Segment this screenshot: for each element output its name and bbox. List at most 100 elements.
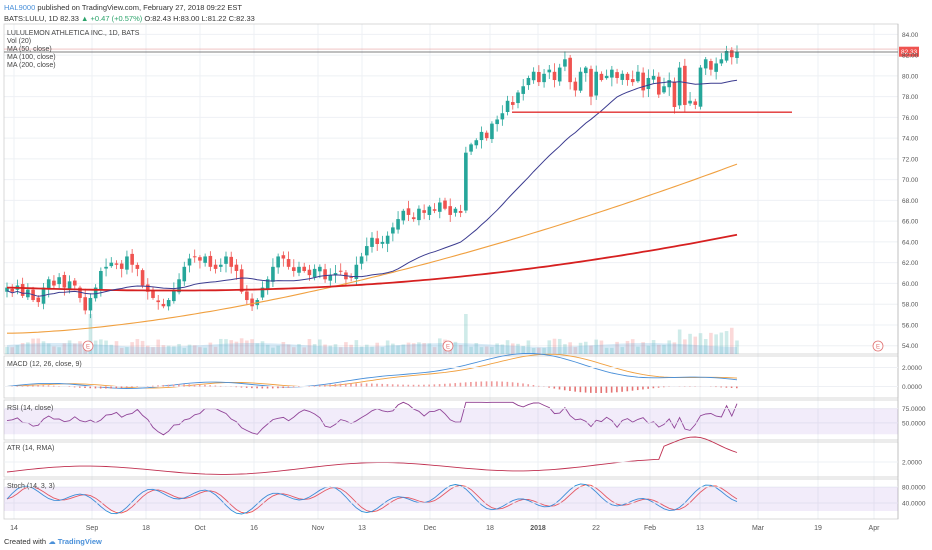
volume-bar: [719, 332, 724, 354]
candle-body: [213, 264, 218, 269]
volume-bar: [651, 340, 656, 354]
username-link[interactable]: HAL9000: [4, 3, 36, 12]
pane-borders: [3, 23, 899, 520]
volume-bar: [396, 345, 400, 354]
candle-body: [537, 71, 541, 83]
candle-body: [474, 140, 479, 146]
volume-bar: [229, 340, 234, 354]
macd-histogram-bar: [214, 385, 217, 387]
volume-bar: [281, 342, 286, 354]
volume-bar: [625, 340, 630, 354]
volume-bar: [364, 344, 369, 354]
candle-body: [641, 72, 645, 91]
macd-histogram-bar: [162, 384, 165, 387]
macd-histogram-bar: [73, 386, 76, 388]
macd-signal-line: [6, 353, 738, 389]
volume-bar: [510, 343, 515, 354]
candle-body: [411, 217, 416, 220]
candle-body: [354, 264, 359, 279]
macd-histogram-bar: [188, 384, 191, 387]
macd-histogram-bar: [490, 381, 493, 387]
volume-bar: [46, 343, 51, 354]
macd-histogram-bar: [120, 386, 123, 389]
volume-bar: [57, 347, 61, 354]
earnings-marker-icon: [442, 340, 454, 352]
candle-body: [651, 75, 656, 80]
volume-bar: [724, 331, 729, 354]
x-tick-label: Oct: [195, 525, 206, 532]
volume-bar: [333, 344, 338, 354]
volume-bar: [526, 340, 531, 354]
volume-bar: [166, 345, 171, 354]
volume-bar: [709, 332, 713, 354]
macd-histogram-bar: [105, 386, 107, 389]
macd-histogram-bar: [553, 386, 556, 389]
volume-bar: [130, 342, 134, 354]
volume-bar: [119, 347, 124, 354]
volume-bar: [427, 343, 432, 354]
volume-bar: [276, 345, 280, 354]
macd-histogram-bar: [52, 385, 55, 387]
volume-bar: [672, 342, 677, 354]
support-resistance: 82.33 E E E: [4, 46, 919, 352]
volume-bar: [563, 344, 567, 354]
last-price: 82.33: [60, 14, 79, 23]
volume-bar: [161, 345, 166, 354]
volume-ma-area: [7, 343, 737, 354]
macd-histogram-bar: [381, 383, 384, 387]
macd-histogram-bar: [412, 384, 415, 387]
candle-body: [526, 77, 531, 86]
volume-bar: [573, 347, 578, 354]
candle-body: [495, 119, 499, 125]
candle-body: [5, 287, 9, 292]
candle-body: [443, 200, 447, 209]
volume-bar: [552, 338, 557, 354]
ma50-line: [6, 79, 738, 297]
macd-histogram-bar: [391, 384, 394, 387]
candle-body: [109, 262, 114, 267]
candle-body: [229, 256, 234, 267]
candle-body: [62, 274, 67, 288]
y-tick-label: 56.00: [902, 322, 919, 329]
symbol-line: BATS:LULU, 1D 82.33 ▲ +0.47 (+0.57%) O:8…: [4, 13, 255, 24]
y-tick-label: 80.00: [902, 73, 919, 80]
macd-histogram-bar: [84, 386, 86, 388]
volume-bars: [5, 314, 739, 354]
volume-bar: [312, 344, 317, 354]
volume-bar: [646, 345, 651, 354]
macd-histogram-bar: [522, 383, 524, 387]
tradingview-brand[interactable]: TradingView: [57, 537, 102, 546]
macd-histogram-bar: [261, 386, 264, 389]
volume-bar: [557, 338, 562, 354]
macd-histogram-bar: [459, 382, 462, 387]
candle-body: [719, 59, 724, 64]
time-axis: 14 Sep 18 Oct 16 Nov 13 Dec 18 2018 22 Feb 13 Mar 19 Ap…: [10, 525, 880, 532]
volume-bar: [432, 347, 437, 354]
macd-histogram-bar: [605, 386, 608, 393]
candle-body: [458, 210, 463, 213]
macd-histogram-bar: [485, 381, 488, 387]
candle-body: [119, 263, 124, 269]
candle-body: [510, 102, 515, 105]
macd-histogram-bar: [636, 386, 639, 391]
volume-bar: [31, 338, 35, 354]
volume-bar: [714, 334, 718, 354]
candle-body: [656, 76, 661, 95]
macd-histogram-bar: [355, 383, 357, 387]
volume-bar: [583, 341, 588, 354]
macd-histogram-bar: [454, 383, 457, 387]
macd-histogram-bar: [584, 386, 587, 393]
candle-body: [151, 290, 155, 298]
y-tick-label: 78.00: [902, 94, 919, 101]
volume-bar: [260, 341, 265, 354]
candle-body: [281, 255, 286, 259]
volume-bar: [370, 346, 374, 354]
volume-bar: [453, 341, 458, 354]
volume-bar: [245, 340, 249, 354]
macd-histogram-bar: [318, 385, 321, 387]
rsi-band: [4, 408, 898, 435]
volume-bar: [537, 347, 541, 354]
volume-bar: [464, 314, 468, 354]
candle-body: [672, 81, 677, 108]
